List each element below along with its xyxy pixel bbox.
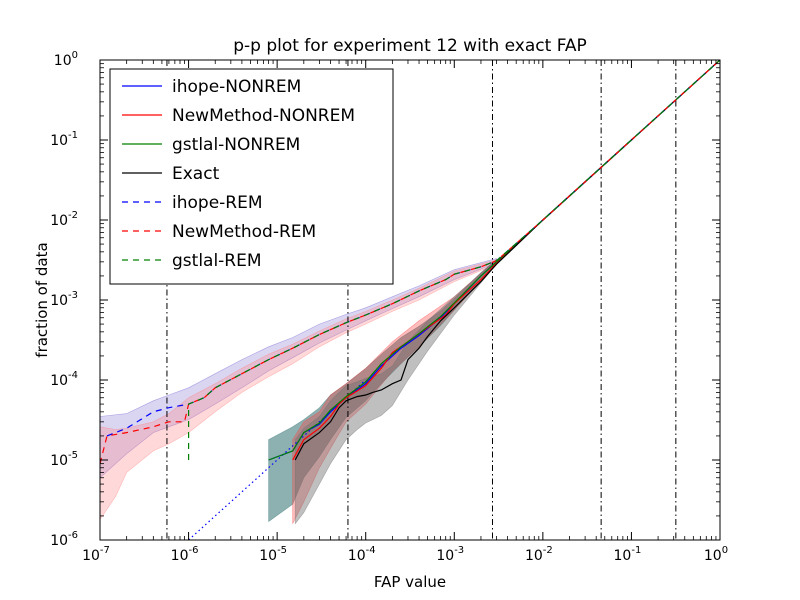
- y-axis-title: fraction of data: [33, 242, 51, 357]
- y-tick-exponent: -6: [68, 530, 78, 541]
- legend-label-gstlal-nonrem: gstlal-NONREM: [172, 135, 300, 155]
- y-tick-exponent: 0: [72, 50, 78, 61]
- x-tick-exponent: -5: [277, 545, 287, 556]
- x-tick-exponent: -7: [100, 545, 110, 556]
- y-tick-exponent: -2: [68, 210, 78, 221]
- y-tick-exponent: -5: [68, 450, 78, 461]
- axis-tick-labels: 10-7 10-6 10-5 10-4 10-3 10-2 10-1 10010-610-51…: [50, 50, 728, 564]
- legend-label-exact: Exact: [172, 164, 220, 184]
- legend-label-ihope-rem: ihope-REM: [172, 193, 263, 213]
- x-tick-exponent: 0: [722, 545, 728, 556]
- legend: ihope-NONREM NewMethod-NONREM gstlal-NONRE…: [109, 68, 394, 285]
- x-tick-exponent: -4: [366, 545, 376, 556]
- legend-label-gstlal-rem: gstlal-REM: [172, 251, 262, 271]
- series-lines: [100, 60, 720, 540]
- y-tick-exponent: -1: [68, 130, 78, 141]
- legend-label-newmethod-nonrem: NewMethod-NONREM: [172, 106, 355, 126]
- chart-title: p-p plot for experiment 12 with exact FA…: [233, 36, 587, 56]
- legend-label-ihope-nonrem: ihope-NONREM: [172, 77, 301, 97]
- y-tick-exponent: -4: [68, 370, 78, 381]
- series-line-newmethod-rem: [100, 60, 720, 464]
- series-line-gstlal-rem: [188, 60, 720, 460]
- x-tick-exponent: -2: [543, 545, 553, 556]
- vertical-markers: [166, 60, 677, 540]
- series-line-exact: [294, 60, 720, 461]
- legend-box: [109, 68, 394, 285]
- axis-ticks: [99, 59, 721, 541]
- x-axis-title: FAP value: [374, 573, 446, 591]
- x-tick-exponent: -6: [188, 545, 198, 556]
- x-tick-exponent: -3: [454, 545, 464, 556]
- y-tick-exponent: -3: [68, 290, 78, 301]
- x-tick-exponent: -1: [631, 545, 641, 556]
- legend-label-newmethod-rem: NewMethod-REM: [172, 222, 316, 242]
